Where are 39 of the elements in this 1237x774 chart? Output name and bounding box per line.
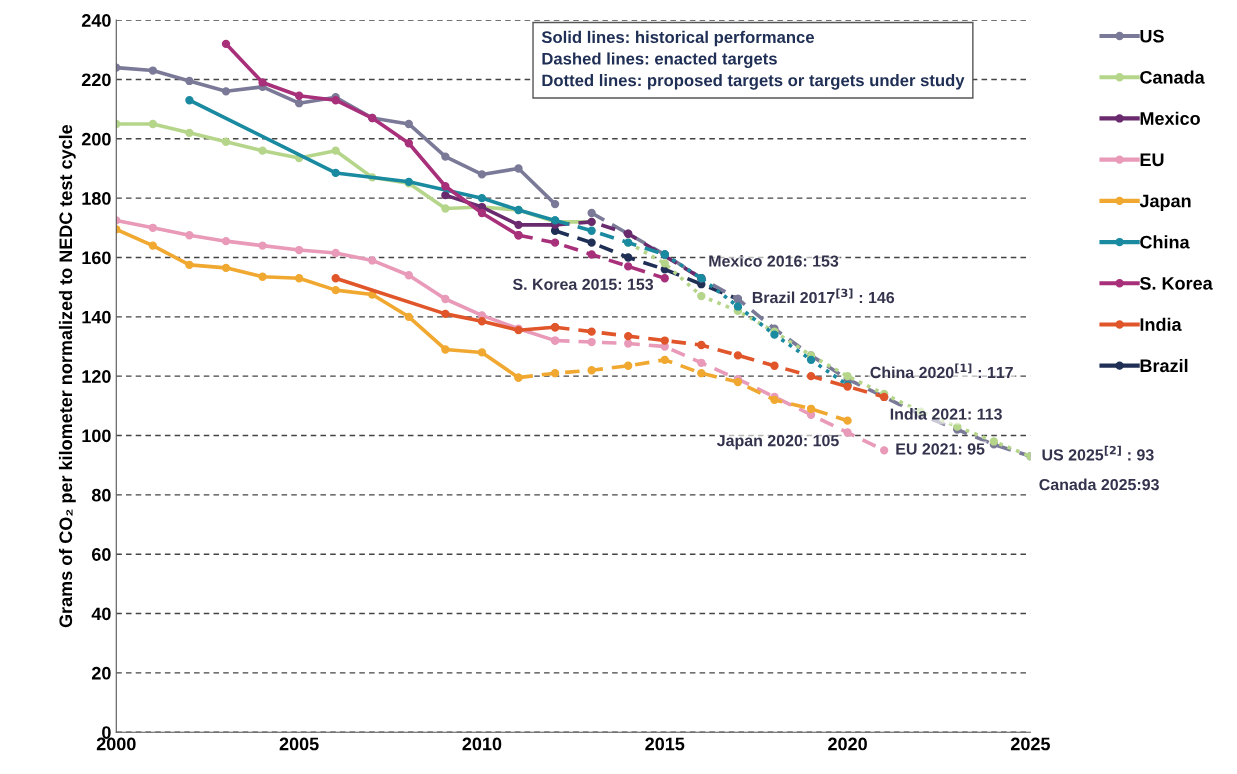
- legend-label: Mexico: [1140, 111, 1200, 125]
- annotation: Japan 2020: 105: [716, 434, 839, 450]
- annotation: Solid lines: historical performance Dashed lines: enacted targets Dotted lines: proposed targets or targets under study: [541, 30, 965, 90]
- y-tick-label: 100: [82, 429, 111, 443]
- y-tick-label: 220: [81, 73, 111, 87]
- legend-label: S. Korea: [1139, 276, 1213, 290]
- legend-label: India: [1140, 317, 1182, 331]
- annotation: India 2021: 113: [890, 408, 1002, 420]
- y-tick-label: 80: [91, 488, 111, 502]
- x-tick-label: 2015: [645, 737, 685, 751]
- y-tick-label: 180: [82, 192, 111, 205]
- legend-label: China: [1140, 235, 1190, 249]
- y-tick-label: 200: [81, 132, 111, 146]
- y-tick-label: 140: [82, 310, 111, 324]
- x-tick-label: 2020: [828, 737, 867, 751]
- x-tick-label: 2025: [1010, 737, 1050, 751]
- annotation: S. Korea 2015: 153: [512, 278, 654, 291]
- y-tick-label: 60: [92, 548, 111, 561]
- annotation: EU 2021: 95: [896, 443, 985, 455]
- annotation: US 2025$^{[2]}$ : 93: [1042, 445, 1154, 461]
- y-tick-label: 120: [82, 370, 111, 383]
- y-tick-label: 240: [81, 14, 111, 27]
- annotation: Brazil 2017$^{[3]}$ : 146: [752, 288, 895, 304]
- legend-label: Brazil: [1140, 358, 1188, 373]
- legend-label: Canada: [1140, 70, 1205, 84]
- y-axis-title: Grams of CO₂ per kilometer normalized to NEDC test cycle: [58, 124, 76, 628]
- y-tick-label: 20: [91, 666, 111, 680]
- legend-label: Japan: [1139, 194, 1191, 211]
- x-tick-label: 2005: [279, 737, 319, 751]
- x-tick-label: 2010: [462, 737, 502, 751]
- x-tick-label: 2000: [96, 737, 136, 751]
- annotation: Canada 2025:93: [1039, 478, 1159, 491]
- legend-label: US: [1140, 29, 1164, 43]
- legend-label: EU: [1140, 153, 1164, 167]
- y-tick-label: 160: [82, 251, 111, 265]
- y-tick-label: 40: [91, 607, 111, 621]
- y-tick-label: 0: [102, 726, 111, 739]
- annotation: Mexico 2016: 153: [709, 255, 839, 267]
- annotation: China 2020$^{[1]}$ : 117: [870, 363, 1013, 379]
